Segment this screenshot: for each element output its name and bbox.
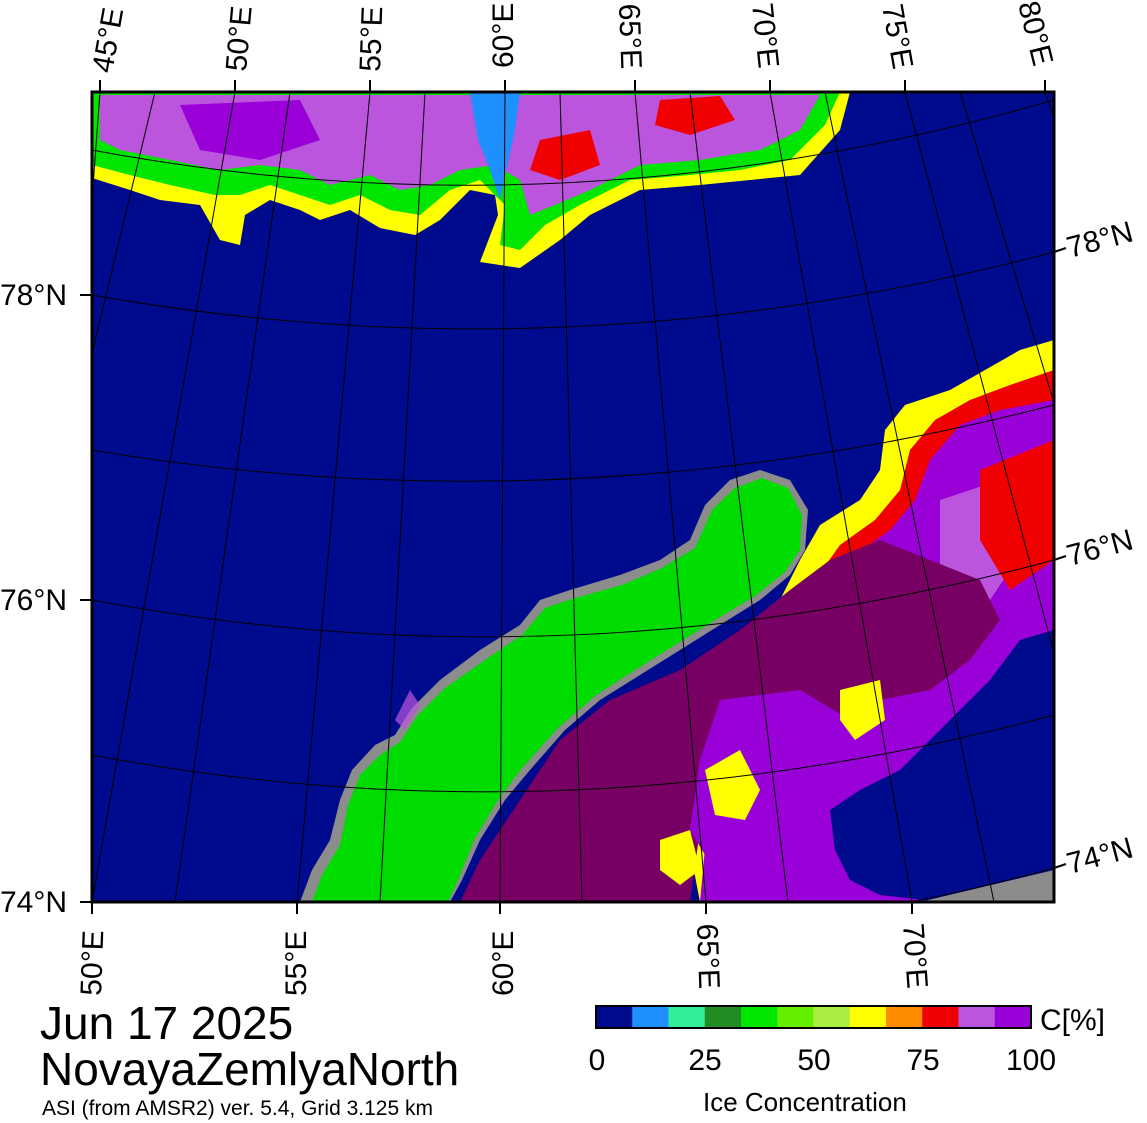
lat-label-left-74n: 74°N — [0, 886, 67, 919]
north-ice-red-patch-2 — [655, 96, 735, 135]
lon-label-bottom-70e: 70°E — [896, 922, 933, 990]
lon-label-top-60e: 60°E — [487, 3, 520, 68]
lon-label-top-70e: 70°E — [745, 1, 785, 69]
north-ice-violet-patch — [180, 100, 320, 160]
meridian-80e — [1044, 92, 1054, 121]
colorbar-tick-75: 75 — [906, 1044, 940, 1077]
kara-open-water-bay — [830, 630, 1054, 902]
meridian-67e — [689, 92, 789, 902]
colorbar-cell — [922, 1006, 959, 1028]
meridian-60e — [499, 92, 506, 902]
sea-ice-concentration-map: 78°N 76°N 74°N 78°N 76°N 74°N 45°E 50°E … — [0, 0, 1137, 997]
product-description: ASI (from AMSR2) ver. 5.4, Grid 3.125 km — [42, 1097, 433, 1120]
colorbar-tick-50: 50 — [797, 1044, 831, 1077]
frame-ticks — [80, 80, 1067, 914]
meridian-50e — [92, 92, 236, 902]
meridian-77e — [959, 92, 1054, 405]
novaya-zemlya-land — [312, 478, 802, 902]
kara-ice-violet-south — [690, 690, 850, 880]
colorbar-tick-100: 100 — [1005, 1044, 1057, 1077]
kara-ice-yellow-patch-2 — [660, 830, 700, 885]
kara-ice-yellow-patch-1 — [705, 750, 760, 820]
colorbar-cell — [632, 1006, 669, 1028]
lon-label-top-65e: 65°E — [612, 3, 647, 70]
lat-label-right-76n: 76°N — [1063, 524, 1136, 573]
colorbar-cell — [994, 1006, 1032, 1028]
colorbar-label: Ice Concentration — [703, 1087, 907, 1117]
meridian-55e — [296, 92, 371, 902]
colorbar — [595, 1005, 1032, 1029]
north-ice-red-patch-1 — [530, 130, 600, 180]
colorbar-cell — [813, 1006, 851, 1028]
meridian-75e — [904, 92, 1054, 656]
colorbar-tick-0: 0 — [588, 1044, 606, 1077]
map-frame — [90, 90, 1056, 904]
lon-label-bottom-65e: 65°E — [690, 923, 725, 990]
lon-label-top-50e: 50°E — [220, 5, 259, 73]
region-name: NovayaZemlyaNorth — [40, 1043, 460, 1095]
mainland-corner — [920, 870, 1054, 902]
colorbar-tick-25: 25 — [688, 1044, 722, 1077]
meridian-62e — [559, 92, 583, 902]
lat-label-right-74n: 74°N — [1063, 832, 1136, 881]
barents-ice-fringe — [395, 690, 420, 730]
lon-label-bottom-60e: 60°E — [487, 931, 520, 996]
lon-label-top-55e: 55°E — [354, 6, 389, 73]
map-date: Jun 17 2025 — [40, 997, 294, 1049]
colorbar-cell — [741, 1006, 778, 1028]
meridian-72e — [824, 92, 995, 902]
colorbar-cell — [958, 1006, 996, 1028]
colorbar-cell — [849, 1006, 887, 1028]
lon-label-bottom-50e: 50°E — [75, 930, 110, 997]
lon-label-top-80e: 80°E — [1011, 0, 1059, 69]
lon-label-top-45e: 45°E — [86, 5, 130, 75]
parallel-75n — [92, 714, 1054, 793]
meridian-57e — [379, 92, 426, 902]
lat-label-left-78n: 78°N — [0, 279, 67, 312]
meridian-47e — [92, 92, 156, 356]
colorbar-cell — [886, 1006, 923, 1028]
parallel-76n — [92, 559, 1054, 638]
meridian-70e — [769, 92, 913, 902]
parallel-78n — [92, 251, 1054, 330]
lat-label-right-78n: 78°N — [1063, 216, 1136, 265]
north-ice-blue-gap — [470, 92, 520, 200]
lon-label-top-75e: 75°E — [875, 1, 919, 71]
lat-label-left-76n: 76°N — [0, 584, 67, 617]
parallel-79n — [92, 99, 1054, 186]
meridian-52e — [174, 92, 291, 902]
colorbar-cell — [596, 1006, 633, 1028]
colorbar-cell — [704, 1006, 742, 1028]
colorbar-cell — [777, 1006, 814, 1028]
meridian-65e — [634, 92, 707, 902]
parallel-77n — [92, 404, 1054, 482]
lon-label-bottom-55e: 55°E — [280, 931, 313, 996]
colorbar-cell — [668, 1006, 706, 1028]
colorbar-unit: C[%] — [1040, 1004, 1106, 1037]
kara-ice-yellow-patch-3 — [840, 680, 885, 740]
